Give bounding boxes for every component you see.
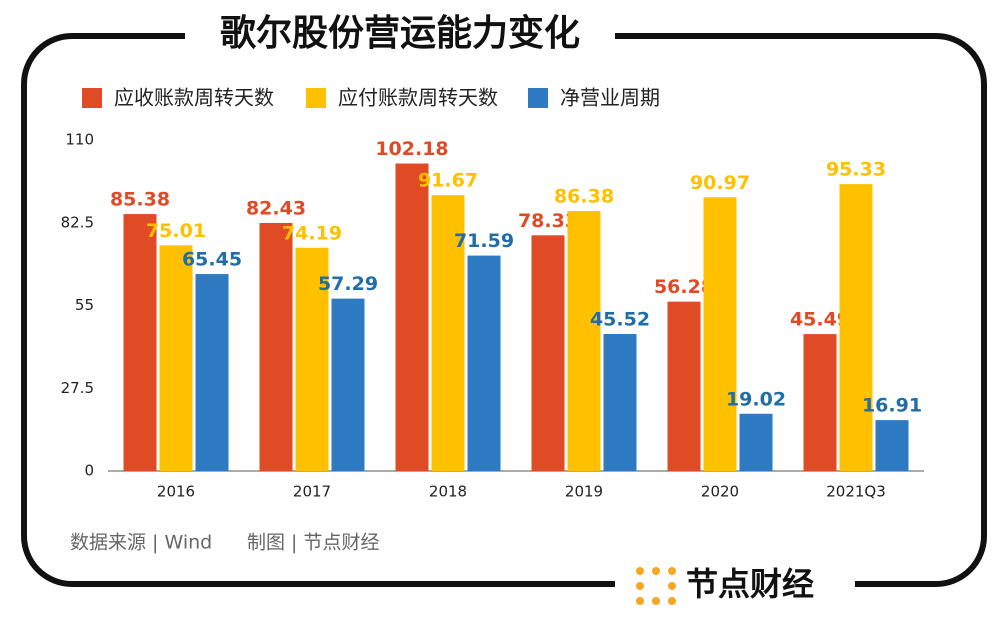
y-tick-label: 27.5: [61, 379, 94, 397]
value-label: 95.33: [826, 159, 886, 181]
value-label: 45.49: [790, 309, 850, 331]
bar: [195, 274, 229, 471]
x-tick-label: 2021Q3: [826, 483, 886, 501]
value-label: 74.19: [282, 222, 342, 244]
bar: [803, 334, 837, 471]
x-tick-label: 2020: [701, 483, 739, 501]
value-label: 102.18: [375, 138, 448, 160]
bar: [567, 211, 601, 472]
legend-label: 应收账款周转天数: [114, 86, 274, 110]
value-label: 56.28: [654, 276, 714, 298]
value-label: 86.38: [554, 186, 614, 208]
value-label: 82.43: [246, 197, 306, 219]
brand-logo: [636, 567, 676, 605]
value-label: 85.38: [110, 189, 170, 211]
bar: [331, 298, 365, 471]
source: 数据来源 | Wind: [70, 532, 212, 554]
x-tick-label: 2018: [429, 483, 467, 501]
x-tick-label: 2017: [293, 483, 331, 501]
bar: [531, 235, 565, 471]
title-mask: [185, 20, 615, 52]
value-label: 91.67: [418, 170, 478, 192]
bar: [431, 195, 465, 472]
bar: [159, 245, 193, 471]
value-label: 45.52: [590, 309, 650, 331]
y-tick-label: 82.5: [61, 213, 94, 231]
bar: [295, 247, 329, 471]
bar: [603, 334, 637, 471]
value-label: 71.59: [454, 230, 514, 252]
bar: [703, 197, 737, 471]
bar: [259, 222, 293, 471]
value-label: 57.29: [318, 273, 378, 295]
y-tick-label: 110: [65, 131, 94, 149]
value-label: 78.33: [518, 210, 578, 232]
legend-swatch: [82, 88, 102, 108]
x-tick-label: 2019: [565, 483, 603, 501]
value-label: 19.02: [726, 388, 786, 410]
bar: [839, 184, 873, 471]
bar: [739, 413, 773, 471]
bar: [667, 301, 701, 471]
credit: 制图 | 节点财经: [247, 532, 379, 554]
legend-swatch: [306, 88, 326, 108]
value-label: 65.45: [182, 249, 242, 271]
legend-label: 净营业周期: [560, 86, 660, 110]
legend-label: 应付账款周转天数: [338, 86, 498, 110]
chart-title: 歌尔股份营运能力变化: [220, 12, 580, 54]
brand: 节点财经: [686, 565, 814, 603]
value-label: 16.91: [862, 395, 922, 417]
bar: [395, 163, 429, 471]
y-tick-label: 0: [84, 462, 94, 480]
bar: [875, 420, 909, 471]
bar: [467, 255, 501, 471]
legend-swatch: [528, 88, 548, 108]
value-label: 90.97: [690, 172, 750, 194]
value-label: 75.01: [146, 220, 206, 242]
y-tick-label: 55: [75, 296, 94, 314]
x-tick-label: 2016: [157, 483, 195, 501]
bar: [123, 214, 157, 472]
